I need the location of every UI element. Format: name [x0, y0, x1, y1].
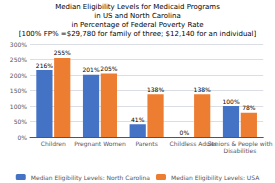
svg-text:0%: 0% [17, 134, 27, 141]
svg-text:Seniors & People with: Seniors & People with [207, 140, 273, 147]
svg-text:100%: 100% [10, 103, 27, 110]
svg-text:Pregnant Women: Pregnant Women [74, 140, 126, 148]
svg-text:205%: 205% [100, 65, 117, 72]
svg-text:Children: Children [41, 140, 66, 147]
svg-text:in US and North Carolina: in US and North Carolina [94, 12, 180, 20]
svg-text:255%: 255% [54, 49, 71, 56]
svg-text:Median Eligibility Levels: USA: Median Eligibility Levels: USA [171, 174, 260, 182]
svg-text:[100% FP% =$29,780 for family: [100% FP% =$29,780 for family of three; … [19, 30, 257, 38]
svg-text:150%: 150% [10, 87, 27, 94]
svg-text:Median Eligibility Levels: Nor: Median Eligibility Levels: North Carolin… [31, 174, 151, 182]
svg-text:Childless Adults: Childless Adults [169, 140, 217, 147]
svg-text:Parents: Parents [135, 140, 157, 147]
svg-text:41%: 41% [131, 116, 145, 123]
svg-text:100%: 100% [222, 98, 239, 105]
svg-text:138%: 138% [147, 86, 164, 93]
svg-text:201%: 201% [82, 66, 99, 73]
svg-text:0%: 0% [180, 129, 190, 136]
svg-text:200%: 200% [10, 72, 27, 79]
svg-text:216%: 216% [36, 62, 53, 69]
svg-text:300%: 300% [10, 41, 27, 48]
svg-text:250%: 250% [10, 56, 27, 63]
svg-text:50%: 50% [14, 118, 28, 125]
svg-text:78%: 78% [242, 104, 256, 111]
svg-text:Median Eligibility Levels for: Median Eligibility Levels for Medicaid P… [55, 3, 220, 11]
svg-text:138%: 138% [194, 86, 211, 93]
svg-text:Disabilities: Disabilities [224, 147, 257, 154]
svg-text:in Percentage of Federal Pover: in Percentage of Federal Poverty Rate [72, 21, 204, 29]
